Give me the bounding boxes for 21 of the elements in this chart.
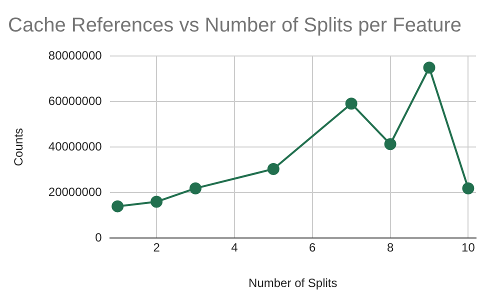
point	[112, 200, 124, 212]
y-tick-label: 60000000	[48, 94, 102, 108]
point	[423, 62, 436, 74]
x-axis-title: Number of Splits	[248, 276, 338, 290]
y-tick-label: 0	[95, 230, 102, 245]
y-tick-label: 40000000	[48, 139, 102, 154]
point	[150, 196, 163, 208]
x-tick-label: 6	[309, 240, 316, 255]
point	[267, 162, 280, 175]
x-tick-label: 4	[231, 240, 238, 255]
y-tick-label: 80000000	[48, 48, 102, 62]
chart-title: Cache References vs Number of Splits per Feature	[8, 14, 462, 37]
point	[345, 98, 358, 110]
y-tick-label: 20000000	[48, 184, 102, 199]
point	[384, 138, 396, 150]
x-tick-label: 2	[153, 240, 160, 255]
point	[190, 182, 202, 194]
point	[462, 182, 474, 194]
y-axis-title: Counts	[12, 128, 26, 166]
x-tick-label: 8	[386, 240, 394, 255]
x-tick-label: 10	[462, 240, 476, 255]
